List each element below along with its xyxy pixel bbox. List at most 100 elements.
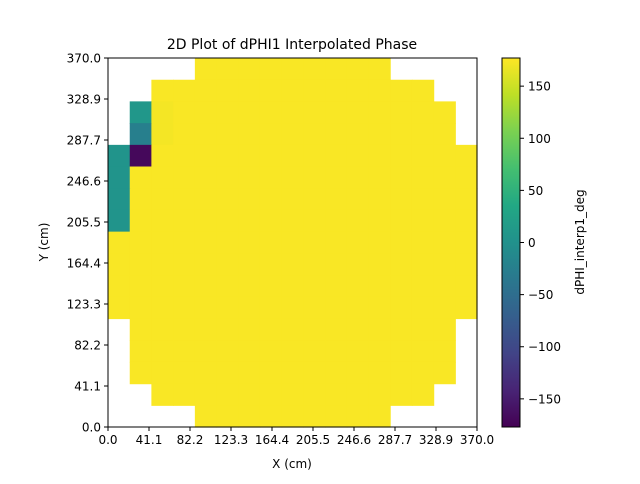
heatmap-cell (390, 296, 413, 320)
heatmap-cell (346, 209, 370, 233)
heatmap-cell (303, 318, 326, 341)
heatmap-cell (151, 361, 174, 385)
heatmap-cell (390, 166, 413, 189)
heatmap-cell (281, 361, 304, 385)
heatmap-cell (173, 209, 196, 233)
heatmap-cell (259, 405, 283, 428)
heatmap-cell (194, 123, 218, 146)
heatmap-cell (325, 231, 348, 254)
heatmap-cell (433, 275, 456, 298)
heatmap-cell (368, 383, 391, 406)
heatmap-cell (325, 318, 348, 341)
heatmap-cell (303, 166, 326, 189)
colorbar-tick-label: 0 (528, 236, 536, 250)
heatmap-cell (390, 123, 413, 146)
heatmap-cell (129, 166, 152, 189)
heatmap-cell (281, 318, 304, 341)
heatmap-cell (411, 361, 435, 385)
heatmap-cell (238, 318, 261, 341)
heatmap-cell (108, 188, 131, 211)
heatmap-cell (151, 383, 174, 406)
heatmap-cell (433, 231, 456, 254)
heatmap-cell (216, 166, 239, 189)
colorbar-tick-label: 100 (528, 132, 551, 146)
heatmap-cell (238, 340, 261, 363)
heatmap-cell (368, 188, 391, 211)
heatmap-cell (238, 231, 261, 254)
heatmap-cell (238, 166, 261, 189)
heatmap-cell (194, 101, 218, 124)
heatmap-cell (455, 166, 478, 189)
heatmap-cell (259, 253, 283, 276)
heatmap-cell (346, 318, 370, 341)
x-tick-label: 82.2 (177, 433, 204, 447)
heatmap-cell (281, 275, 304, 298)
heatmap-cell (390, 275, 413, 298)
heatmap-cell (259, 340, 283, 363)
y-tick-label: 41.1 (74, 380, 101, 394)
heatmap-cell (194, 166, 218, 189)
heatmap-cell (281, 79, 304, 102)
heatmap-cell (259, 318, 283, 341)
heatmap-cell (194, 144, 218, 168)
heatmap-cell (303, 231, 326, 254)
heatmap-cell (173, 275, 196, 298)
heatmap-cell (325, 101, 348, 124)
heatmap-cell (173, 340, 196, 363)
heatmap-cell (390, 253, 413, 276)
heatmap-cell (194, 405, 218, 428)
heatmap-cell (129, 296, 152, 320)
heatmap-cell (325, 209, 348, 233)
heatmap-cell (433, 253, 456, 276)
heatmap-cell (455, 209, 478, 233)
heatmap-cell (259, 123, 283, 146)
heatmap-cell (173, 144, 196, 168)
heatmap-cell (108, 253, 131, 276)
colorbar-tick-label: −150 (528, 392, 561, 406)
heatmap-cell (455, 253, 478, 276)
heatmap-cell (238, 383, 261, 406)
heatmap-cell (238, 58, 261, 81)
heatmap-cell (216, 231, 239, 254)
x-tick-label: 41.1 (136, 433, 163, 447)
heatmap-cell (368, 253, 391, 276)
heatmap-cell (108, 166, 131, 189)
heatmap-cell (411, 101, 435, 124)
heatmap-cell (129, 340, 152, 363)
x-tick-label: 123.3 (214, 433, 248, 447)
heatmap-cell (194, 79, 218, 102)
y-tick-label: 246.6 (67, 175, 101, 189)
heatmap-cell (455, 296, 478, 320)
heatmap-cell (346, 340, 370, 363)
heatmap-cell (433, 361, 456, 385)
heatmap-cell (390, 79, 413, 102)
heatmap-cell (281, 405, 304, 428)
heatmap-cell (151, 209, 174, 233)
heatmap-cell (281, 231, 304, 254)
heatmap-cell (390, 383, 413, 406)
heatmap-cell (390, 144, 413, 168)
heatmap-cell (194, 209, 218, 233)
heatmap-cell (151, 318, 174, 341)
heatmap-cell (390, 188, 413, 211)
heatmap-cell (129, 188, 152, 211)
heatmap-cell (368, 340, 391, 363)
heatmap-cell (368, 275, 391, 298)
colorbar (501, 57, 521, 428)
heatmap-cell (173, 318, 196, 341)
y-axis-label: Y (cm) (37, 223, 51, 263)
heatmap-cell (281, 144, 304, 168)
heatmap-cell (368, 318, 391, 341)
heatmap-cell (303, 123, 326, 146)
heatmap-cell (411, 318, 435, 341)
heatmap-cell (151, 79, 174, 102)
heatmap-cell (455, 275, 478, 298)
heatmap-cell (216, 340, 239, 363)
heatmap-cell (173, 188, 196, 211)
heatmap-cell (346, 144, 370, 168)
heatmap-cell (455, 188, 478, 211)
heatmap-cell (303, 188, 326, 211)
heatmap-cell (325, 144, 348, 168)
heatmap-cell (390, 209, 413, 233)
